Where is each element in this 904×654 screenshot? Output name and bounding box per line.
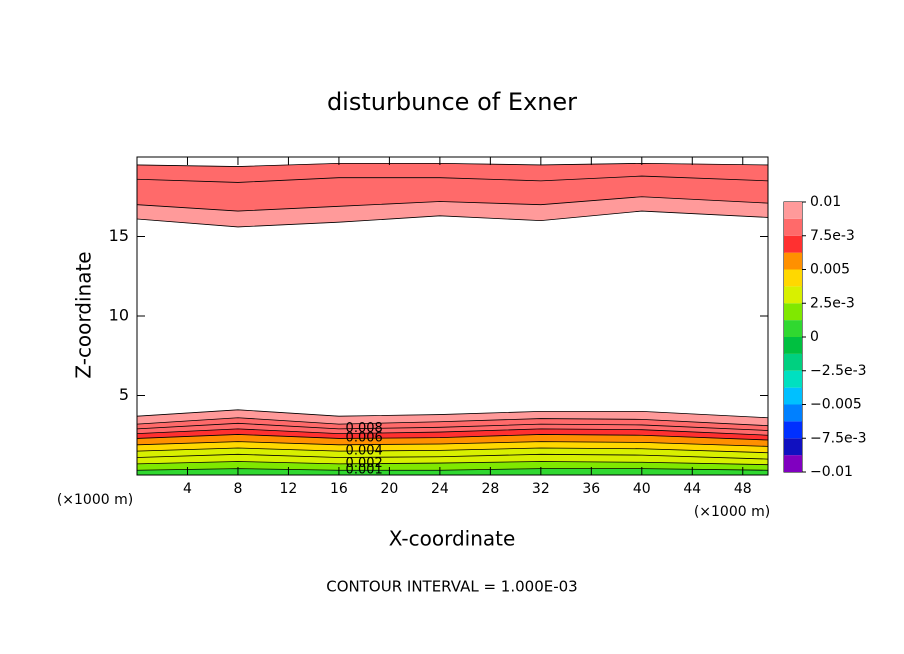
colorbar-label: 2.5e-3 — [810, 295, 855, 311]
y-axis-label: Z-coordinate — [72, 251, 96, 378]
colorbar-swatch — [784, 303, 802, 321]
contour-label: 0.001 — [346, 463, 383, 478]
colorbar-swatch — [784, 337, 802, 354]
contour-line — [137, 422, 768, 431]
contour-line — [137, 453, 768, 460]
colorbar-swatch — [784, 438, 802, 456]
contour-interval: CONTOUR INTERVAL = 1.000E-03 — [326, 578, 577, 596]
contour-line — [137, 434, 768, 441]
x-tick-label: 36 — [582, 481, 600, 497]
colorbar-swatch — [784, 235, 802, 253]
colorbar-label: 7.5e-3 — [810, 228, 855, 244]
x-tick-label: 40 — [633, 481, 651, 497]
colorbar-label: −7.5e-3 — [810, 430, 867, 446]
contour-line — [137, 461, 768, 466]
colorbar-swatch — [784, 320, 802, 337]
colorbar-swatch — [784, 218, 802, 236]
y-tick-label: 5 — [119, 385, 129, 404]
colorbar-swatch — [784, 387, 802, 405]
x-tick-label: 8 — [233, 481, 242, 497]
contour-lines — [137, 162, 768, 471]
chart-title: disturbunce of Exner — [327, 88, 577, 116]
colorbar-label: −0.005 — [810, 397, 862, 413]
x-tick-label: 44 — [683, 481, 701, 497]
colorbar-swatch — [784, 455, 802, 472]
colorbar-swatch — [784, 202, 802, 219]
x-tick-label: 32 — [532, 481, 550, 497]
contour-line — [137, 447, 768, 454]
contour-label: 0.002 — [346, 456, 383, 471]
x-tick-label: 24 — [431, 481, 449, 497]
contour-label: 0.008 — [346, 421, 383, 436]
colorbar-label: −0.01 — [810, 464, 853, 480]
x-tick-label: 28 — [481, 481, 499, 497]
x-tick-label: 48 — [734, 481, 752, 497]
contour-label: 0.006 — [346, 431, 383, 446]
colorbar-label: 0.005 — [810, 262, 850, 278]
colorbar-swatch — [784, 370, 802, 388]
colorbar-swatch — [784, 252, 802, 270]
contour-line — [137, 196, 768, 212]
colorbar-swatch — [784, 404, 802, 422]
contour-line — [137, 175, 768, 183]
colorbar-label: 0.01 — [810, 194, 841, 210]
contour-line — [137, 428, 768, 436]
contour-line — [137, 409, 768, 419]
colorbar-label: −2.5e-3 — [810, 363, 867, 379]
contour-line — [137, 417, 768, 427]
y-tick-label: 15 — [109, 226, 129, 245]
colorbar-swatch — [784, 353, 802, 371]
colorbar-swatch — [784, 269, 802, 287]
contour-label: 0.004 — [346, 443, 383, 458]
y-unit: (×1000 m) — [57, 492, 133, 508]
colorbar-label: 0 — [810, 329, 819, 345]
x-axis-label: X-coordinate — [389, 527, 516, 551]
colorbar-swatch — [784, 286, 802, 304]
contour-line — [137, 210, 768, 228]
x-unit: (×1000 m) — [694, 504, 770, 520]
x-tick-label: 20 — [380, 481, 398, 497]
contour-line — [137, 441, 768, 447]
x-tick-label: 16 — [330, 481, 348, 497]
y-tick-label: 10 — [109, 306, 129, 325]
x-tick-label: 4 — [183, 481, 192, 497]
colorbar-swatch — [784, 421, 802, 439]
x-tick-label: 12 — [280, 481, 298, 497]
